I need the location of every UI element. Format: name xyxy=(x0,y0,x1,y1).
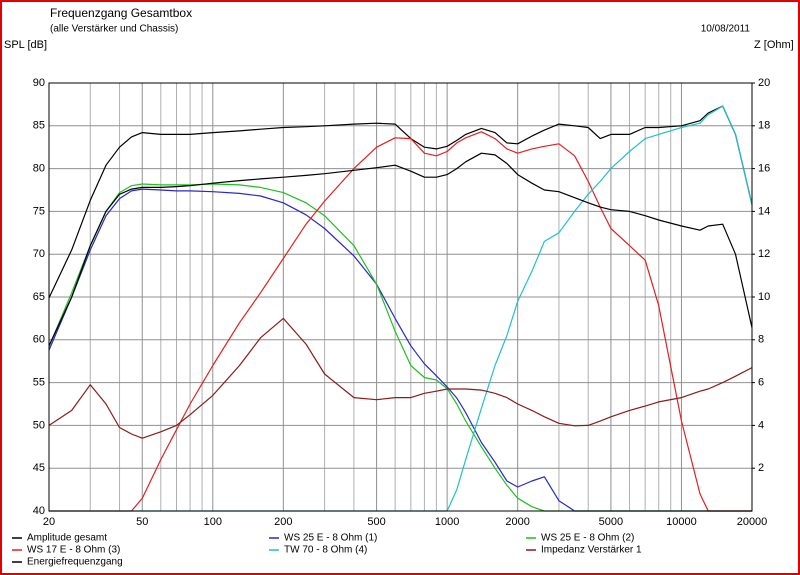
x-tick-label: 100 xyxy=(204,516,222,528)
y-tick-label: 90 xyxy=(33,77,45,89)
x-tick-label: 10000 xyxy=(666,516,697,528)
y2-tick-label: 20 xyxy=(758,77,770,89)
legend-label: WS 25 E - 8 Ohm (1) xyxy=(284,533,377,544)
y-tick-label: 50 xyxy=(33,419,45,431)
x-tick-label: 50 xyxy=(136,516,148,528)
y2-tick-label: 4 xyxy=(758,419,764,431)
y2-axis-label: Z [Ohm] xyxy=(754,39,794,51)
legend-label: WS 17 E - 8 Ohm (3) xyxy=(27,545,120,556)
y-tick-label: 70 xyxy=(33,248,45,260)
y2-tick-label: 16 xyxy=(758,163,770,175)
y2-tick-label: 6 xyxy=(758,377,764,389)
y2-tick-label: 2 xyxy=(758,462,764,474)
y-tick-label: 75 xyxy=(33,205,45,217)
x-tick-label: 20000 xyxy=(737,516,768,528)
y-tick-label: 80 xyxy=(33,163,45,175)
y2-tick-label: 12 xyxy=(758,248,770,260)
series-line xyxy=(48,152,753,347)
date: 10/08/2011 xyxy=(701,24,751,35)
x-tick-label: 200 xyxy=(274,516,292,528)
y-tick-label: 65 xyxy=(33,291,45,303)
y-tick-label: 45 xyxy=(33,462,45,474)
series-line xyxy=(49,131,752,512)
x-tick-label: 1000 xyxy=(435,516,459,528)
legend-label: WS 25 E - 8 Ohm (2) xyxy=(541,533,634,544)
y-tick-label: 55 xyxy=(33,377,45,389)
y-tick-label: 85 xyxy=(33,120,45,132)
y2-tick-label: 18 xyxy=(758,120,770,132)
y2-tick-label: 8 xyxy=(758,334,764,346)
x-tick-label: 5000 xyxy=(599,516,623,528)
x-tick-label: 20 xyxy=(43,516,55,528)
x-tick-label: 2000 xyxy=(505,516,529,528)
y-tick-label: 60 xyxy=(33,334,45,346)
legend-label: TW 70 - 8 Ohm (4) xyxy=(284,545,367,556)
y-tick-label: 40 xyxy=(33,505,45,517)
series-line xyxy=(48,317,753,439)
y2-tick-label: 10 xyxy=(758,291,770,303)
chart-subtitle: (alle Verstärker und Chassis) xyxy=(50,24,178,35)
x-tick-label: 500 xyxy=(367,516,385,528)
legend-label: Impedanz Verstärker 1 xyxy=(541,545,642,556)
y2-tick-label: 14 xyxy=(758,205,770,217)
series-line xyxy=(48,105,753,299)
chart-title: Frequenzgang Gesamtbox xyxy=(50,6,192,20)
plot-frame xyxy=(48,82,753,512)
y-axis-label: SPL [dB] xyxy=(4,39,47,51)
legend-label: Energiefrequenzgang xyxy=(27,557,123,568)
legend-label: Amplitude gesamt xyxy=(27,533,107,544)
